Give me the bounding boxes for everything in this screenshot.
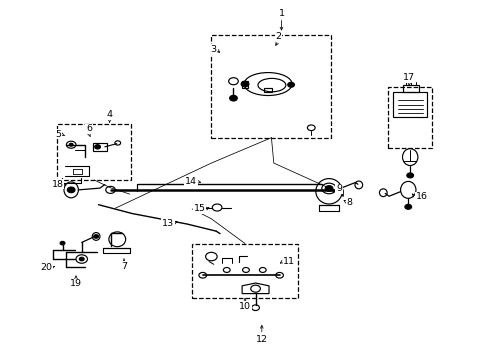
Circle shape [79,257,84,261]
Text: 6: 6 [86,125,92,134]
Text: 20: 20 [40,263,52,272]
Circle shape [230,95,237,101]
Text: 13: 13 [162,219,174,228]
Text: 12: 12 [256,334,268,343]
Text: 18: 18 [51,180,64,189]
Text: 8: 8 [347,198,353,207]
Bar [57,123,131,180]
Circle shape [94,235,98,238]
Bar [242,81,248,87]
Circle shape [60,242,65,245]
Circle shape [95,145,100,149]
Circle shape [69,143,73,146]
Text: 1: 1 [278,9,285,18]
Bar [264,87,272,92]
Circle shape [325,186,333,191]
Text: 5: 5 [55,130,62,139]
Circle shape [407,173,414,178]
Text: 16: 16 [416,193,427,202]
Bar [388,86,432,148]
Text: 3: 3 [210,45,216,54]
Text: 2: 2 [275,32,282,41]
Bar [402,85,419,92]
Circle shape [288,82,294,87]
Text: 7: 7 [121,262,127,271]
Text: 4: 4 [107,110,113,119]
Text: 9: 9 [336,184,342,193]
Circle shape [241,81,249,87]
Text: 14: 14 [185,177,197,186]
Text: 15: 15 [194,204,206,213]
Text: 17: 17 [403,73,415,82]
Circle shape [67,187,75,193]
Bar [393,92,427,117]
Bar [211,35,331,138]
Text: 10: 10 [239,302,251,311]
Text: 11: 11 [283,257,295,266]
Bar [93,143,107,151]
Text: 19: 19 [70,279,82,288]
Bar [192,243,298,298]
Circle shape [405,204,412,209]
